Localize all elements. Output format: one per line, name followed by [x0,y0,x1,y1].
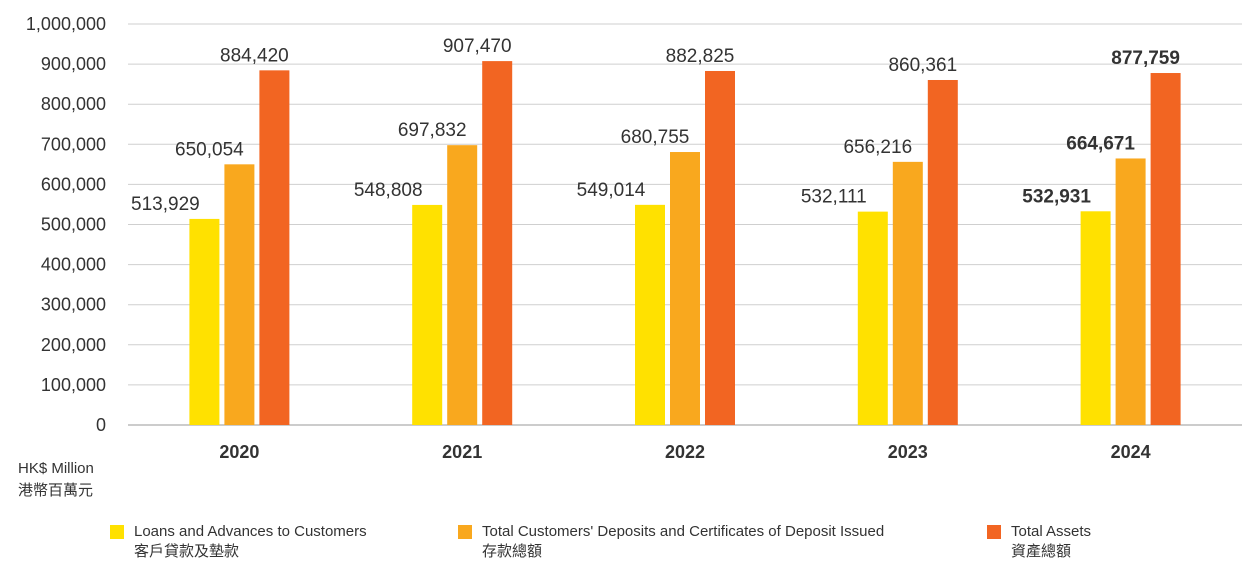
x-tick-label: 2020 [219,442,259,462]
bar [635,204,665,425]
legend-item-deposits: Total Customers' Deposits and Certificat… [458,522,884,562]
legend-item-total-assets: Total Assets 資產總額 [987,522,1091,562]
bar [482,61,513,426]
data-label: 882,825 [666,46,735,67]
bar [1150,73,1181,425]
legend-label-loans-zh: 客戶貸款及墊款 [134,543,240,560]
data-label: 650,054 [175,139,244,160]
data-label: 532,111 [801,187,867,208]
x-axis: 2020 2021 2022 2023 2024 [219,442,1150,462]
legend-item-loans: Loans and Advances to Customers 客戶貸款及墊款 [110,522,367,562]
y-tick-label: 0 [96,415,106,435]
y-tick-label: 800,000 [41,94,106,114]
y-axis-unit: HK$ Million 港幣百萬元 [18,458,94,502]
legend-swatch-loans [110,525,124,539]
legend-label-deposits: Total Customers' Deposits and Certificat… [482,523,885,540]
legend-swatch-total-assets [987,525,1001,539]
y-tick-label: 400,000 [41,255,106,275]
legend-label-deposits-zh: 存款總額 [482,543,543,560]
data-label: 907,470 [443,36,512,57]
y-tick-label: 500,000 [41,215,106,235]
y-axis: 0 100,000 200,000 300,000 400,000 500,000 600,… [26,14,106,435]
legend-swatch-deposits [458,525,472,539]
y-axis-unit-zh: 港幣百萬元 [18,482,94,499]
bar [927,79,958,425]
data-label: 697,832 [398,120,467,141]
bar [670,152,700,425]
y-tick-label: 600,000 [41,174,106,194]
bar [189,218,220,425]
y-tick-label: 700,000 [41,134,106,154]
bars [189,61,1181,426]
bar [857,211,888,425]
data-labels: 513,929 650,054 884,420 548,808 697,832 907,4… [131,36,1180,215]
data-label: 532,931 [1022,186,1091,207]
bar [447,145,478,425]
legend-label-total-assets-zh: 資產總額 [1011,543,1072,560]
legend-label-loans: Loans and Advances to Customers [134,523,367,540]
data-label: 860,361 [888,55,957,76]
x-tick-label: 2022 [665,442,705,462]
data-label: 513,929 [131,194,200,215]
y-tick-label: 200,000 [41,335,106,355]
data-label: 680,755 [621,127,690,148]
x-tick-label: 2024 [1111,442,1151,462]
x-tick-label: 2023 [888,442,928,462]
bar [224,164,255,425]
y-tick-label: 900,000 [41,54,106,74]
bar [892,161,923,425]
legend: Loans and Advances to Customers 客戶貸款及墊款 … [0,522,1248,566]
bar [412,204,443,425]
bar [1080,211,1111,425]
bar [705,70,735,425]
y-tick-label: 1,000,000 [26,14,106,34]
legend-label-total-assets: Total Assets [1011,523,1092,540]
data-label: 656,216 [843,137,912,158]
data-label: 877,759 [1111,48,1180,69]
y-tick-label: 300,000 [41,295,106,315]
x-tick-label: 2021 [442,442,482,462]
data-label: 884,420 [220,45,289,66]
bar [1115,158,1146,426]
data-label: 548,808 [354,180,423,201]
data-label: 664,671 [1066,133,1135,154]
bar-chart: 0 100,000 200,000 300,000 400,000 500,000 600,… [26,14,1242,462]
y-tick-label: 100,000 [41,375,106,395]
data-label: 549,014 [577,180,646,201]
y-axis-unit-en: HK$ Million [18,460,94,477]
bar [259,70,290,425]
